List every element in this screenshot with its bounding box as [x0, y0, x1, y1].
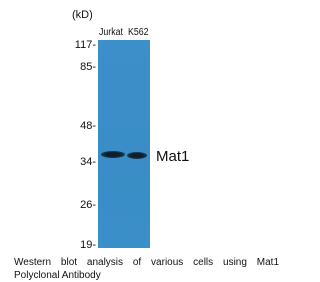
band	[101, 151, 125, 158]
marker-label: 19-	[80, 239, 96, 251]
marker-label: 26-	[80, 199, 96, 211]
page: (kD) Jurkat K562 Mat1 Western blot analy…	[0, 0, 291, 282]
marker-label: 48-	[80, 120, 96, 132]
caption: Polyclonal Antibody	[14, 269, 279, 282]
marker-label: 34-	[80, 156, 96, 168]
band-label: Mat1	[156, 148, 189, 165]
lane-label: K562	[128, 27, 149, 38]
lane-label: Jurkat	[99, 27, 123, 38]
marker-label: 117-	[75, 39, 96, 51]
band	[127, 152, 147, 159]
unit-label: (kD)	[72, 9, 93, 21]
blot-membrane	[98, 40, 150, 248]
caption: Western blot analysis of various cells u…	[14, 256, 279, 269]
marker-label: 85-	[80, 61, 96, 73]
